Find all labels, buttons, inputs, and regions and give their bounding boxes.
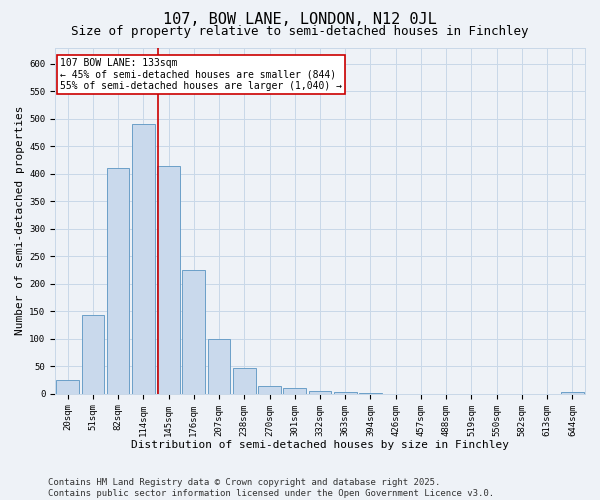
- Bar: [334, 392, 356, 394]
- Bar: [107, 168, 130, 394]
- Y-axis label: Number of semi-detached properties: Number of semi-detached properties: [15, 106, 25, 336]
- Text: 107 BOW LANE: 133sqm
← 45% of semi-detached houses are smaller (844)
55% of semi: 107 BOW LANE: 133sqm ← 45% of semi-detac…: [61, 58, 343, 91]
- Bar: [308, 391, 331, 394]
- Bar: [233, 368, 256, 394]
- Bar: [561, 392, 584, 394]
- Bar: [258, 386, 281, 394]
- Text: Contains HM Land Registry data © Crown copyright and database right 2025.
Contai: Contains HM Land Registry data © Crown c…: [48, 478, 494, 498]
- Bar: [283, 388, 306, 394]
- X-axis label: Distribution of semi-detached houses by size in Finchley: Distribution of semi-detached houses by …: [131, 440, 509, 450]
- Bar: [182, 270, 205, 394]
- Bar: [132, 124, 155, 394]
- Bar: [82, 314, 104, 394]
- Text: Size of property relative to semi-detached houses in Finchley: Size of property relative to semi-detach…: [71, 25, 529, 38]
- Text: 107, BOW LANE, LONDON, N12 0JL: 107, BOW LANE, LONDON, N12 0JL: [163, 12, 437, 28]
- Bar: [208, 339, 230, 394]
- Bar: [157, 166, 180, 394]
- Bar: [56, 380, 79, 394]
